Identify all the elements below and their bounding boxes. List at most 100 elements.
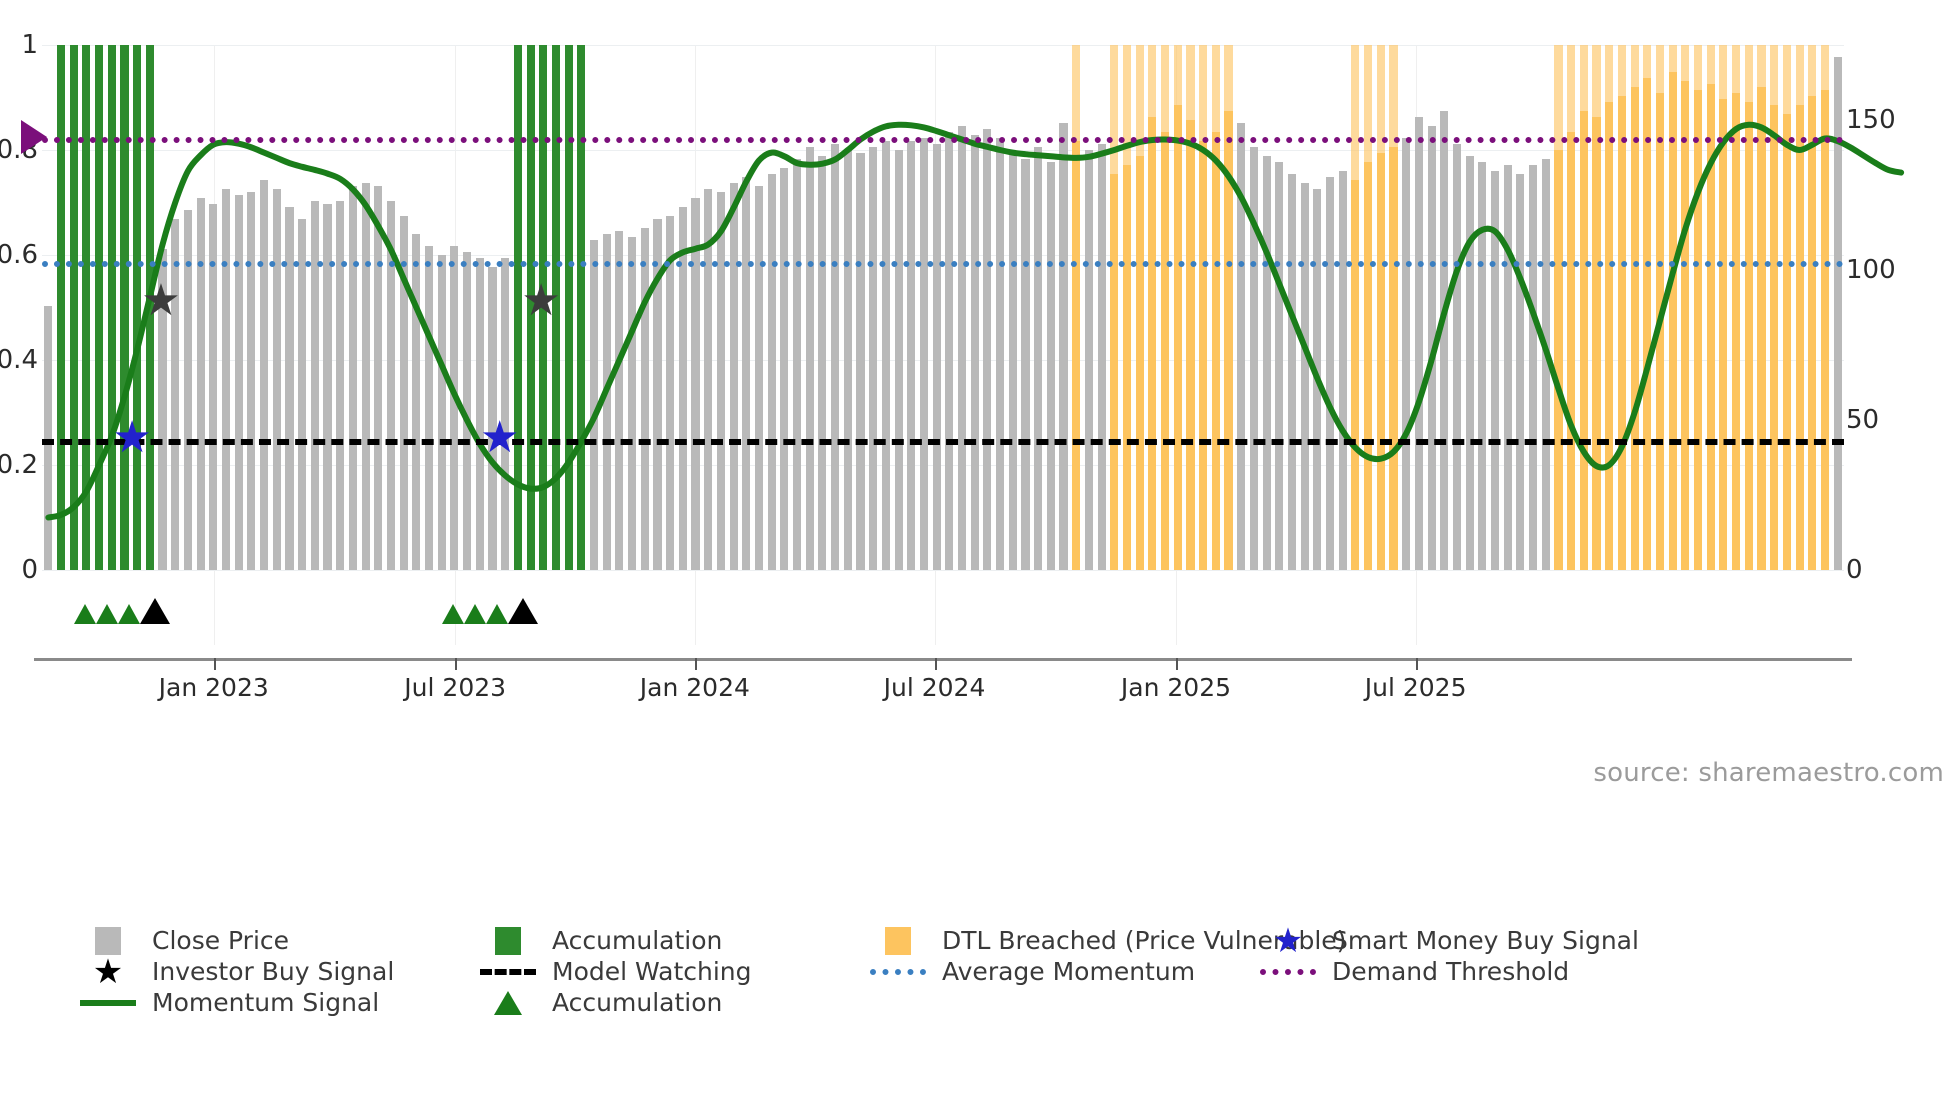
- bar-close-price[interactable]: [678, 207, 687, 570]
- bar-close-price[interactable]: [209, 204, 218, 570]
- bar-close-price[interactable]: [44, 306, 53, 570]
- investor-buy-signal-star-icon[interactable]: ★: [521, 274, 561, 326]
- bar-close-price[interactable]: [1237, 123, 1246, 570]
- bar-close-price[interactable]: [1414, 117, 1423, 570]
- bar-accumulation[interactable]: [56, 276, 66, 570]
- bar-close-price[interactable]: [754, 186, 764, 570]
- bar-close-price[interactable]: [1338, 171, 1347, 570]
- bar-close-price[interactable]: [691, 198, 700, 570]
- bar-accumulation[interactable]: [69, 291, 78, 570]
- bar-accumulation[interactable]: [526, 270, 535, 570]
- bar-close-price[interactable]: [1325, 177, 1335, 570]
- bar-close-price[interactable]: [1529, 165, 1538, 570]
- bar-close-price[interactable]: [996, 138, 1005, 570]
- investor-buy-signal-star-icon[interactable]: ★: [141, 274, 181, 326]
- bar-close-price[interactable]: [831, 144, 840, 570]
- bar-dtl-breached[interactable]: [1706, 84, 1715, 570]
- bar-dtl-breached[interactable]: [1770, 105, 1779, 570]
- bar-close-price[interactable]: [463, 252, 472, 570]
- bar-close-price[interactable]: [1300, 183, 1309, 570]
- bar-close-price[interactable]: [666, 216, 675, 570]
- bar-accumulation[interactable]: [82, 258, 91, 570]
- bar-close-price[interactable]: [1833, 57, 1842, 570]
- bar-close-price[interactable]: [1465, 156, 1474, 570]
- legend-item-accumulation-bar[interactable]: Accumulation: [480, 925, 722, 956]
- bar-close-price[interactable]: [1084, 150, 1093, 570]
- bar-dtl-breached[interactable]: [1808, 96, 1817, 570]
- bar-close-price[interactable]: [183, 210, 192, 570]
- bar-close-price[interactable]: [805, 147, 814, 570]
- bar-close-price[interactable]: [475, 258, 484, 570]
- bar-close-price[interactable]: [1034, 147, 1043, 570]
- bar-accumulation[interactable]: [577, 243, 586, 570]
- legend-item-model-watching[interactable]: Model Watching: [480, 956, 752, 987]
- bar-dtl-breached[interactable]: [1122, 165, 1132, 570]
- bar-close-price[interactable]: [272, 189, 281, 570]
- bar-close-price[interactable]: [1021, 159, 1030, 570]
- smart-money-buy-signal-star-icon[interactable]: ★: [112, 411, 152, 463]
- bar-dtl-breached[interactable]: [1364, 162, 1373, 570]
- bar-dtl-breached[interactable]: [1110, 174, 1119, 570]
- bar-close-price[interactable]: [780, 168, 789, 570]
- bar-close-price[interactable]: [793, 159, 802, 570]
- bar-close-price[interactable]: [1427, 126, 1436, 570]
- bar-close-price[interactable]: [589, 240, 599, 570]
- bar-close-price[interactable]: [640, 228, 649, 570]
- bar-dtl-breached[interactable]: [1186, 120, 1195, 570]
- bar-dtl-breached[interactable]: [1135, 156, 1144, 570]
- bar-close-price[interactable]: [932, 144, 941, 570]
- bar-close-price[interactable]: [1008, 153, 1017, 570]
- bar-dtl-breached[interactable]: [1744, 102, 1753, 570]
- bar-dtl-breached[interactable]: [1592, 117, 1601, 570]
- bar-close-price[interactable]: [1478, 162, 1487, 570]
- bar-close-price[interactable]: [1097, 144, 1106, 570]
- bar-close-price[interactable]: [361, 183, 370, 570]
- bar-close-price[interactable]: [1262, 156, 1271, 570]
- bar-close-price[interactable]: [704, 189, 713, 570]
- bar-dtl-breached[interactable]: [1148, 117, 1157, 570]
- bar-close-price[interactable]: [1402, 138, 1411, 570]
- legend-item-close-price[interactable]: Close Price: [80, 925, 289, 956]
- bar-dtl-breached[interactable]: [1694, 90, 1703, 570]
- bar-close-price[interactable]: [336, 201, 345, 570]
- bar-close-price[interactable]: [412, 234, 421, 570]
- bar-close-price[interactable]: [310, 201, 319, 570]
- bar-close-price[interactable]: [247, 192, 256, 570]
- bar-close-price[interactable]: [374, 186, 383, 570]
- smart-money-buy-signal-star-icon[interactable]: ★: [479, 411, 520, 463]
- bar-close-price[interactable]: [869, 147, 878, 570]
- bar-dtl-breached[interactable]: [1732, 93, 1741, 570]
- bar-close-price[interactable]: [298, 219, 307, 570]
- bar-dtl-breached[interactable]: [1643, 78, 1652, 570]
- bar-dtl-breached[interactable]: [1617, 96, 1626, 570]
- bar-dtl-breached[interactable]: [1351, 180, 1360, 570]
- bar-close-price[interactable]: [628, 237, 637, 570]
- bar-dtl-breached[interactable]: [1782, 114, 1791, 570]
- bar-close-price[interactable]: [158, 249, 167, 570]
- bar-dtl-breached[interactable]: [1199, 141, 1208, 570]
- bar-close-price[interactable]: [386, 201, 396, 570]
- bar-close-price[interactable]: [221, 189, 231, 570]
- bar-close-price[interactable]: [1249, 147, 1258, 570]
- bar-dtl-breached[interactable]: [1719, 99, 1728, 570]
- bar-close-price[interactable]: [501, 258, 510, 570]
- bar-close-price[interactable]: [919, 138, 928, 570]
- bar-close-price[interactable]: [437, 255, 446, 570]
- bar-dtl-breached[interactable]: [1567, 132, 1576, 570]
- bar-accumulation[interactable]: [133, 264, 142, 570]
- bar-dtl-breached[interactable]: [1668, 72, 1677, 570]
- bar-accumulation[interactable]: [539, 255, 548, 570]
- bar-close-price[interactable]: [843, 150, 852, 570]
- legend-item-accumulation-triangle[interactable]: Accumulation: [480, 987, 722, 1018]
- bar-dtl-breached[interactable]: [1072, 141, 1081, 570]
- bar-dtl-breached[interactable]: [1757, 87, 1766, 570]
- bar-accumulation[interactable]: [513, 261, 522, 570]
- bar-close-price[interactable]: [1452, 144, 1461, 570]
- bar-close-price[interactable]: [424, 246, 434, 570]
- bar-close-price[interactable]: [1275, 162, 1284, 570]
- bar-accumulation[interactable]: [95, 234, 104, 570]
- bar-close-price[interactable]: [945, 132, 954, 570]
- bar-accumulation[interactable]: [564, 249, 573, 570]
- bar-close-price[interactable]: [171, 219, 180, 570]
- bar-dtl-breached[interactable]: [1795, 105, 1804, 570]
